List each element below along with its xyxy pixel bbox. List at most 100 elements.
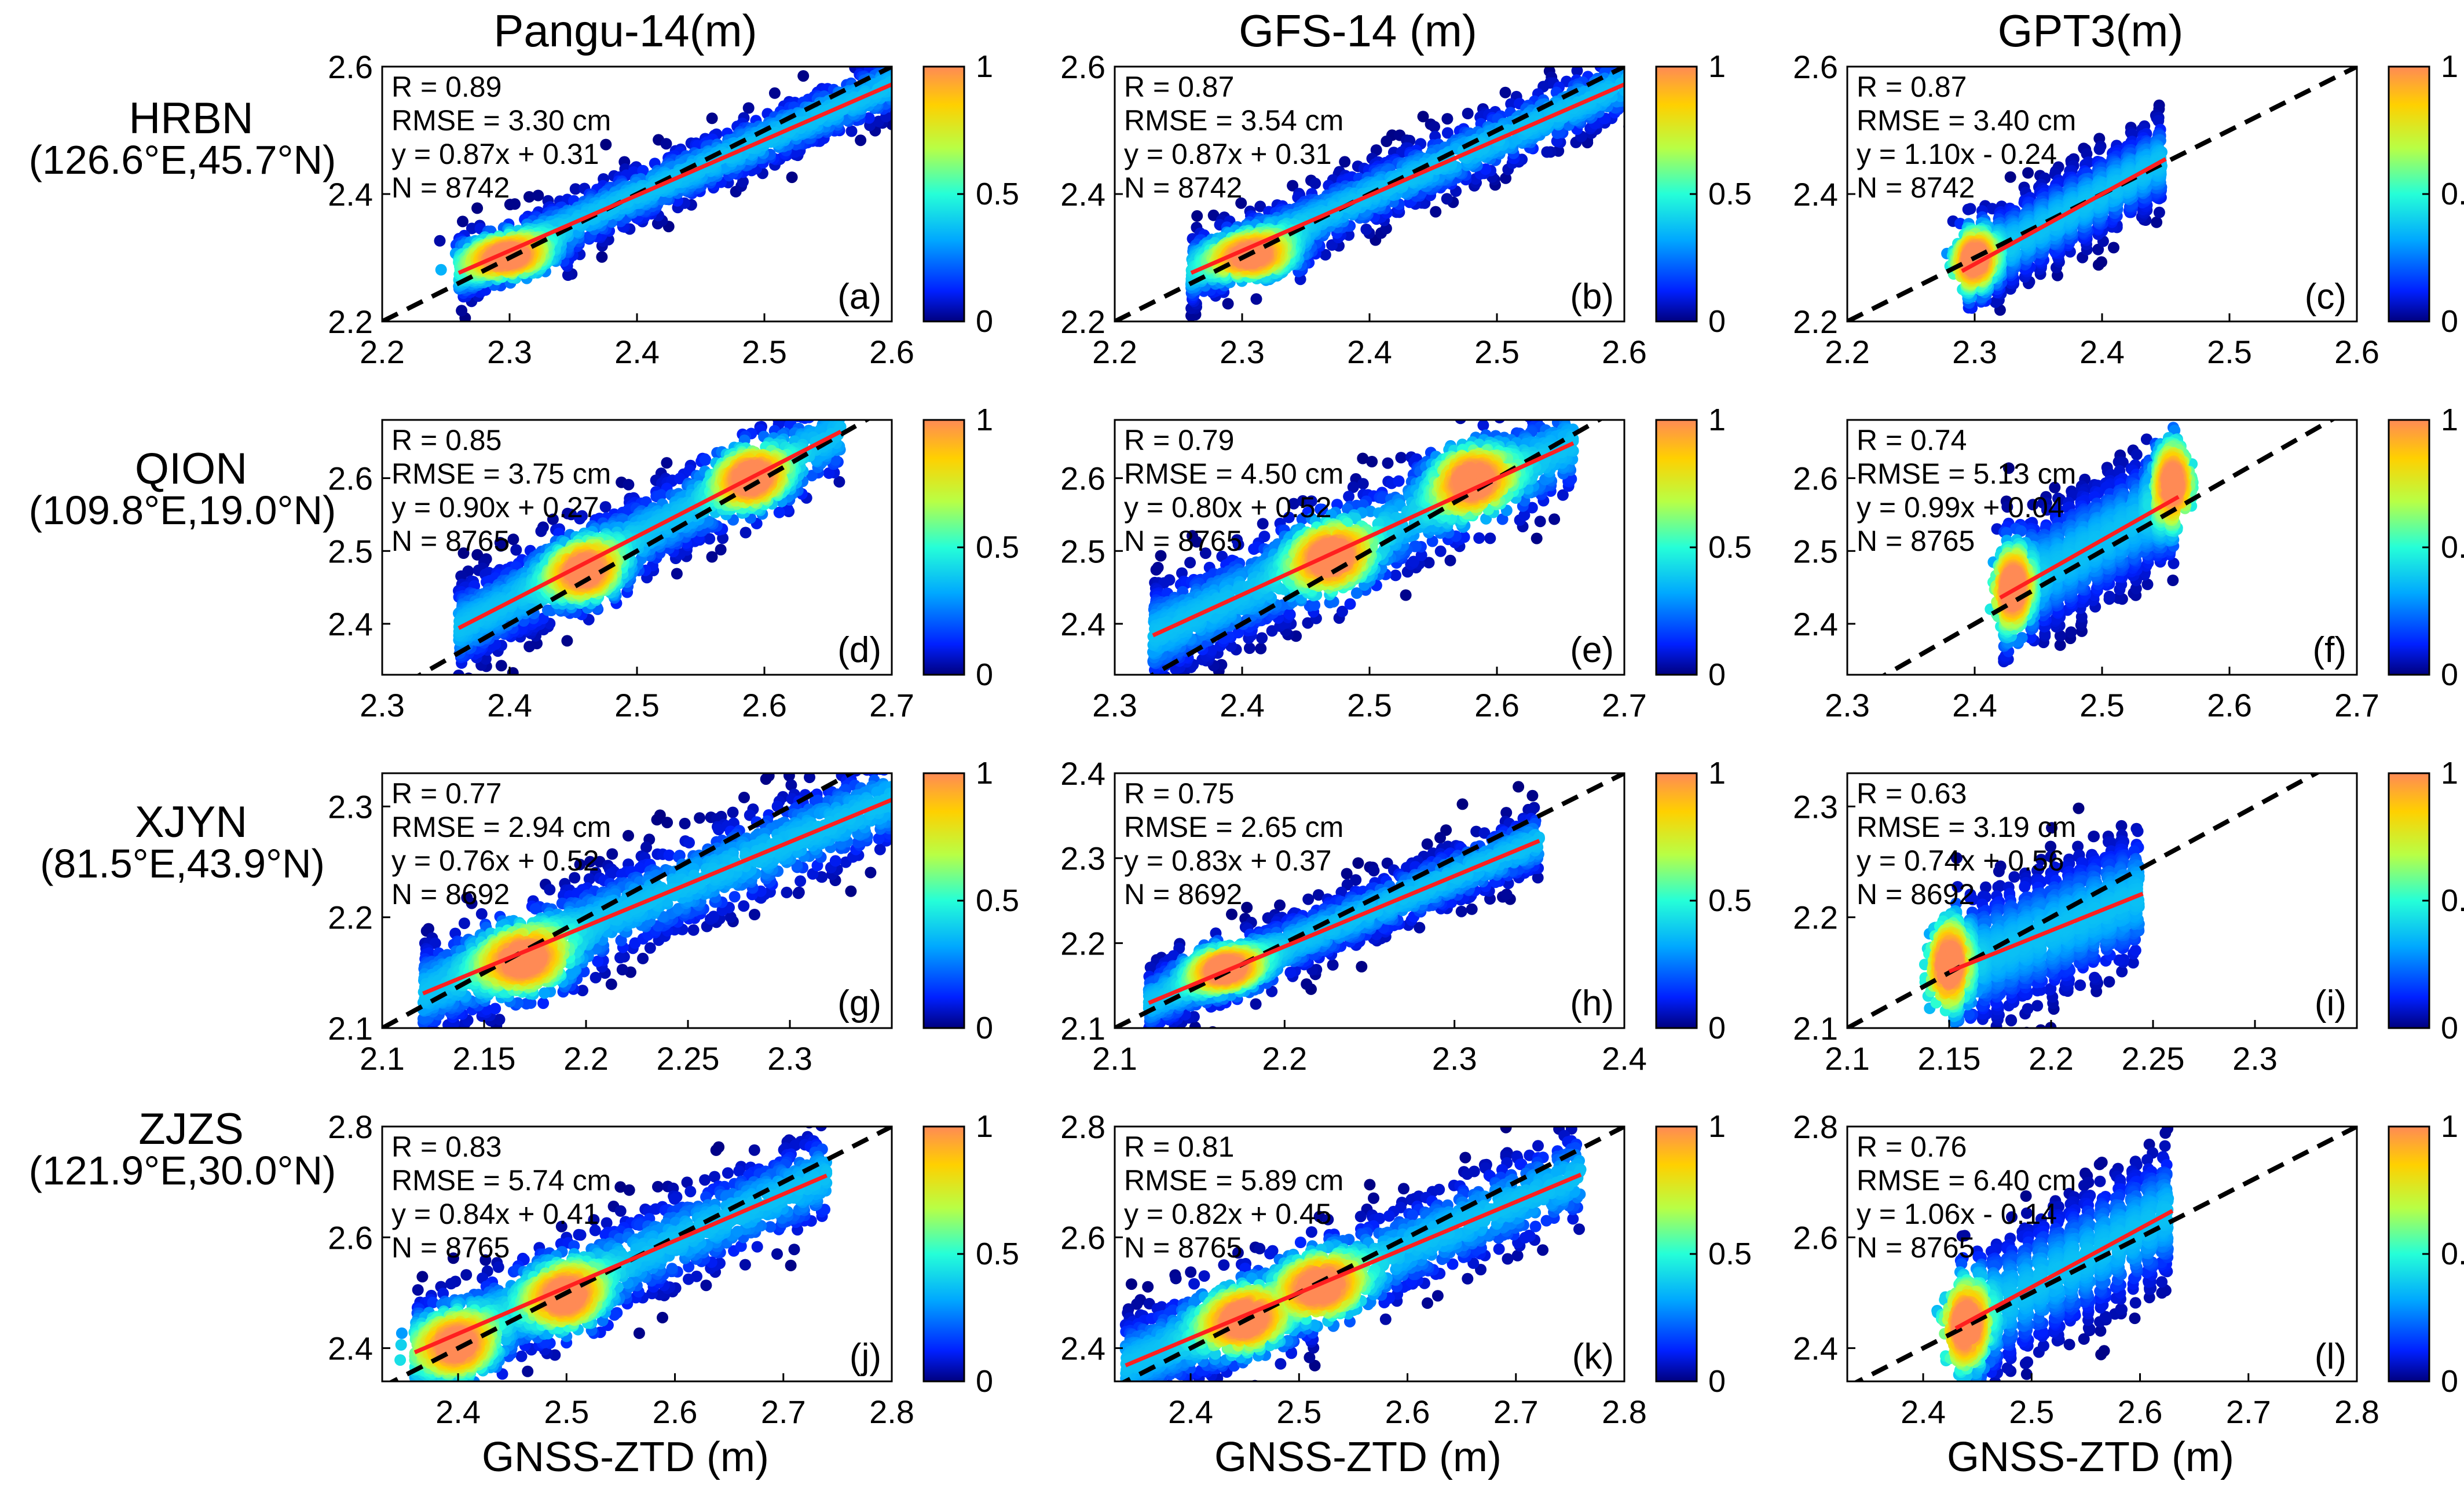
scatter-point [509,198,521,210]
stats-line: R = 0.89 [391,71,501,103]
scatter-point [1627,77,1638,89]
row-label-hrbn: HRBN (126.6°E,45.7°N) [29,94,336,182]
x-tick-label: 2.6 [869,334,914,370]
scatter-point [510,256,522,268]
scatter-point [1634,35,1646,47]
scatter-point [902,38,913,50]
scatter-point [863,112,875,124]
stats-line: N = 8742 [1124,171,1242,204]
column-title-gfs: GFS-14 (m) [1239,5,1477,56]
scatter-point [892,81,904,92]
scatter-point [1631,63,1643,75]
scatter-point [1568,50,1580,62]
scatter-point [1632,74,1643,85]
x-tick-label: 2.5 [1474,334,1520,370]
scatter-point [569,183,581,195]
scatter-point [1964,203,1976,215]
scatter-point [1191,210,1203,222]
x-tick-label: 2.2 [360,334,405,370]
scatter-point [562,269,574,281]
row-station-zjzs: ZJZS [138,1105,244,1154]
scatter-point [1639,94,1651,105]
scatter-point [1625,61,1636,72]
scatter-point [1541,146,1553,158]
scatter-point [1381,136,1393,147]
scatter-point [1989,296,2001,308]
scatter-point [1641,81,1653,93]
scatter-point [1499,86,1511,98]
scatter-point [898,105,909,117]
scatter-point [1319,248,1331,261]
colorbar-tick-label: 1 [976,49,993,84]
scatter-point [899,74,911,86]
colorbar-tick-label: 0 [976,304,993,339]
scatter-point [909,31,921,42]
scatter-point [1430,206,1442,218]
scatter-point [887,50,899,62]
scatter-point [894,53,906,65]
colorbar-tick-label: 0.5 [1708,177,1752,211]
scatter-point [1636,74,1648,86]
scatter-point [899,79,910,91]
scatter-point [1343,229,1355,241]
scatter-point [895,90,907,101]
scatter-point [910,68,921,80]
scatter-point [900,93,911,105]
scatter-point [905,68,917,79]
scatter-point [742,102,755,114]
column-title-gpt3: GPT3(m) [1998,5,2184,56]
scatter-point [2004,171,2016,183]
scatter-point [1360,224,1372,235]
scatter-point [895,93,906,104]
x-tick-label: 2.4 [1347,334,1392,370]
scatter-point [532,189,544,202]
scatter-point [891,67,892,69]
scatter-point [1643,67,1655,79]
scatter-point [1612,43,1623,54]
scatter-point [898,87,909,99]
scatter-point [1639,84,1651,96]
scatter-point [895,79,906,91]
scatter-point [899,57,910,69]
scatter-point [898,76,910,87]
scatter-point [434,235,446,247]
scatter-point [906,61,918,73]
scatter-point [466,222,478,235]
scatter-point [1250,293,1262,305]
scatter-point [1627,88,1638,100]
x-tick-label: 2.5 [742,334,787,370]
scatter-point [1631,47,1642,58]
scatter-point [898,75,910,87]
scatter-point [909,72,920,84]
scatter-point [1633,104,1645,115]
scatter-point [903,44,914,56]
scatter-point [845,125,858,137]
y-tick-label: 2.4 [1060,176,1105,213]
scatter-point [1505,98,1517,110]
y-tick-label: 2.2 [328,303,373,340]
scatter-point [1641,73,1653,85]
scatter-point [1462,108,1474,119]
scatter-point [1500,172,1512,184]
y-tick-label: 2.6 [328,49,373,85]
scatter-point [1643,50,1654,62]
scatter-point [1551,127,1564,139]
scatter-point [1630,100,1641,112]
scatter-point [1417,111,1429,123]
colorbar-tick-label: 1 [1708,49,1726,84]
scatter-point [1632,64,1643,75]
scatter-point [1630,64,1641,76]
scatter-point [2151,216,2163,228]
scatter-point [523,191,535,203]
scatter-point [896,103,908,114]
scatter-point [1608,35,1620,47]
scatter-point [1636,46,1648,57]
scatter-point [1631,96,1643,108]
scatter-point [1627,57,1639,68]
scatter-point [910,70,921,81]
scatter-point [1627,63,1639,74]
scatter-point [1635,93,1646,105]
